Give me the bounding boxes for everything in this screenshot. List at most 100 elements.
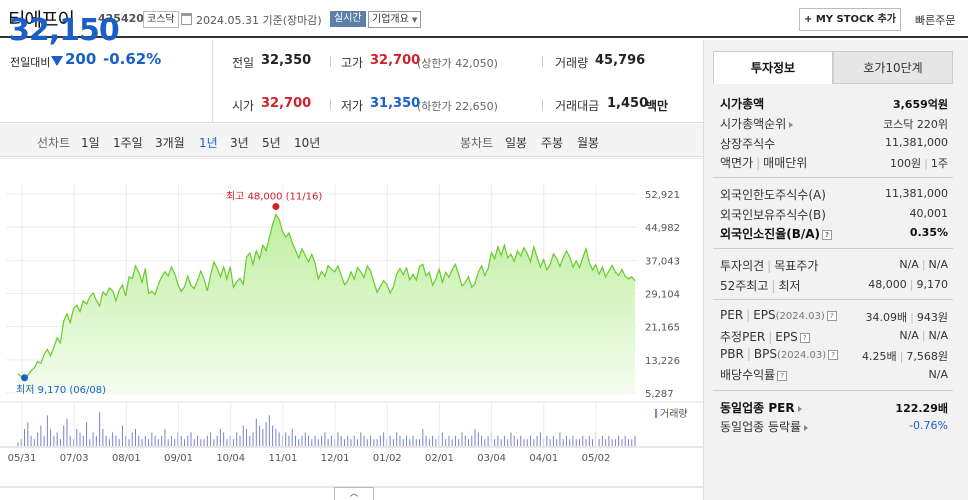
volume-bar [105, 435, 107, 446]
volume-bar [373, 439, 375, 446]
add-my-stock-button[interactable]: + MY STOCK 추가 [799, 8, 901, 31]
eps-label: EPS [753, 308, 776, 322]
industry-per-label[interactable]: 동일업종 PER [720, 399, 802, 416]
volume-bar [618, 435, 620, 446]
volume-bar [193, 439, 195, 446]
volume-bar [461, 432, 463, 446]
volume-bar [526, 439, 528, 446]
volume-bar [448, 435, 450, 446]
volume-bar [575, 439, 577, 446]
volume-bar [428, 439, 430, 446]
volume-bar [213, 439, 215, 446]
min-point-marker [21, 374, 29, 382]
volume-bar [141, 439, 143, 446]
pbr-label: PBR [720, 347, 744, 361]
low-label: 저가 [341, 99, 364, 113]
opinion-label: 투자의견 [720, 259, 765, 273]
prev-close-value: 32,350 [261, 53, 312, 68]
volume-bar [63, 425, 65, 446]
volume-bar [360, 432, 362, 446]
volume-bar [151, 432, 153, 446]
tab-5year[interactable]: 5년 [262, 136, 281, 150]
volume-bar [72, 439, 74, 446]
tab-hoga-10[interactable]: 호가10단계 [833, 51, 953, 84]
eps-value: 943원 [916, 311, 948, 324]
volume-bar [477, 432, 479, 446]
min-label: 최저 9,170 (06/08) [16, 384, 106, 396]
collapse-chart-button[interactable]: ︿ [334, 487, 374, 500]
volume-bar [242, 425, 244, 446]
quick-order-button[interactable]: 빠른주문 [915, 14, 956, 27]
volume-bar [392, 439, 394, 446]
volume-bar [79, 432, 81, 446]
tab-monthly-candle[interactable]: 월봉 [577, 136, 600, 150]
volume-bar [190, 432, 192, 446]
volume-bar [40, 425, 42, 446]
volume-bar [366, 439, 368, 446]
volume-bar [239, 435, 241, 446]
x-tick-label: 10/04 [216, 453, 245, 464]
volume-bar [572, 435, 574, 446]
volume-bar [291, 429, 293, 446]
prev-close-label: 전일 [232, 56, 255, 70]
change-amount: 200 [65, 50, 97, 68]
volume-bar [513, 435, 515, 446]
volume-bar [454, 435, 456, 446]
realtime-badge[interactable]: 실시간 [330, 11, 366, 27]
face-value-label: 액면가 [720, 156, 754, 170]
volume-bar [340, 435, 342, 446]
tab-1week[interactable]: 1주일 [113, 136, 143, 150]
x-tick-label: 05/31 [8, 453, 37, 464]
divider [713, 177, 953, 178]
y-tick-label: 5,287 [645, 389, 674, 400]
volume-bar [210, 432, 212, 446]
volume-bar [236, 432, 238, 446]
foreign-hold-value: 40,001 [909, 207, 949, 220]
tab-1year[interactable]: 1년 [199, 136, 218, 150]
x-tick-label: 08/01 [112, 453, 141, 464]
est-per-label: 추정PER [720, 330, 766, 344]
per-eps-value: 34.09배 | 943원 [865, 311, 948, 324]
market-cap-rank-label[interactable]: 시가총액순위 [720, 115, 794, 132]
volume-bar [370, 435, 372, 446]
volume-bar [611, 439, 613, 446]
volume-bar [588, 435, 590, 446]
open-value: 32,700 [261, 96, 312, 111]
volume-bar [624, 435, 626, 446]
tab-invest-info[interactable]: 투자정보 [713, 51, 833, 84]
volume-bar [520, 435, 522, 446]
volume-bar [399, 435, 401, 446]
help-icon[interactable]: ? [826, 310, 837, 321]
company-info-button[interactable]: 기업개요 ▼ [368, 11, 422, 28]
volume-bar [516, 439, 518, 446]
volume-bar [99, 412, 101, 446]
tab-daily-candle[interactable]: 일봉 [505, 136, 528, 150]
help-icon[interactable]: ? [799, 332, 810, 343]
volume-bar [92, 432, 94, 446]
stock-header: 티에프이 425420 코스닥 2024.05.31 기준(장마감) 실시간 기… [0, 0, 968, 38]
help-icon[interactable]: ? [828, 349, 839, 360]
tab-3year[interactable]: 3년 [230, 136, 249, 150]
tab-3month[interactable]: 3개월 [155, 136, 185, 150]
volume-bar [197, 435, 199, 446]
tab-weekly-candle[interactable]: 주봉 [541, 136, 564, 150]
candle-chart-label: 봉차트 [460, 136, 494, 150]
volume-bar [138, 435, 140, 446]
volume-bar [69, 435, 71, 446]
help-icon[interactable]: ? [822, 229, 833, 240]
bps-year: (2024.03) [776, 350, 827, 361]
est-per-eps-label: 추정PER | EPS? [720, 328, 810, 345]
tab-1day[interactable]: 1일 [81, 136, 100, 150]
week52-label: 52주최고 | 최저 [720, 279, 801, 293]
volume-bar [539, 432, 541, 446]
industry-rate-label[interactable]: 동일업종 등락률 [720, 418, 809, 435]
price-chart[interactable]: 52,921 44,982 37,043 29,104 21,165 13,226 5,28… [0, 158, 703, 488]
tab-10year[interactable]: 10년 [294, 136, 321, 150]
volume-bar [294, 435, 296, 446]
help-icon[interactable]: ? [777, 370, 788, 381]
volume-bar [108, 439, 110, 446]
volume-bar [164, 429, 166, 446]
volume-bar [451, 439, 453, 446]
volume-bar [582, 435, 584, 446]
volume-legend-label: 거래량 [660, 408, 688, 420]
